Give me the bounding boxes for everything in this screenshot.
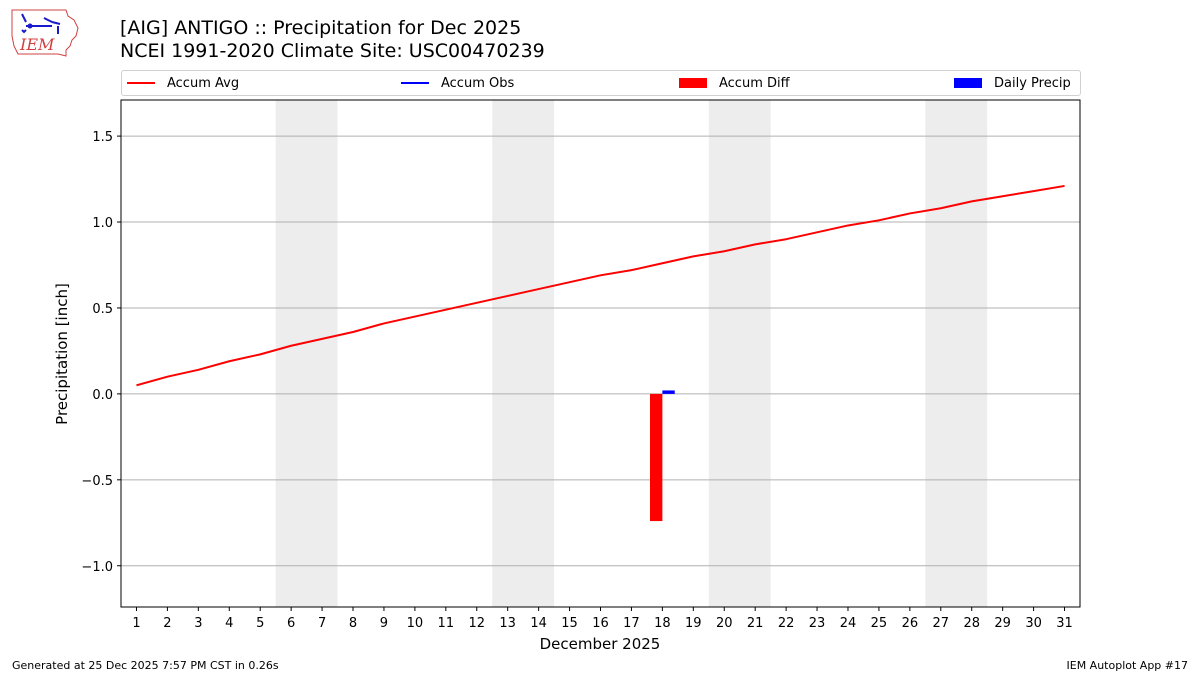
y-tick-label: 1.0	[92, 216, 113, 231]
x-tick-label: 25	[871, 616, 888, 631]
x-axis-label: December 2025	[540, 635, 661, 653]
daily-precip-bar	[662, 390, 675, 394]
x-tick-label: 7	[318, 616, 326, 631]
accum-avg-line	[136, 184, 1065, 387]
chart-title: [AIG] ANTIGO :: Precipitation for Dec 20…	[120, 17, 522, 39]
legend-item-accum-obs: Accum Obs	[401, 71, 514, 95]
y-axis: −1.0 −0.5 0.0 0.5 1.0 1.5	[81, 130, 121, 575]
x-tick-label: 12	[468, 616, 485, 631]
x-tick-label: 5	[256, 616, 264, 631]
legend-label: Accum Avg	[167, 75, 240, 91]
weekend-band	[925, 100, 988, 607]
x-tick-label: 2	[163, 616, 171, 631]
bar-series	[649, 390, 675, 522]
line-series	[136, 184, 1065, 387]
x-tick-label: 28	[963, 616, 980, 631]
legend-item-accum-diff: Accum Diff	[679, 71, 790, 95]
red-line-swatch-icon	[127, 82, 155, 84]
x-tick-label: 13	[499, 616, 516, 631]
red-patch-swatch-icon	[679, 78, 707, 88]
x-tick-label: 24	[840, 616, 857, 631]
accum-diff-bar	[649, 393, 663, 522]
weekend-band	[275, 100, 338, 607]
footer-app-id: IEM Autoplot App #17	[1066, 659, 1189, 672]
x-tick-label: 9	[380, 616, 388, 631]
legend-item-daily-precip: Daily Precip	[954, 71, 1071, 95]
legend-item-accum-avg: Accum Avg	[127, 71, 239, 95]
blue-line-swatch-icon	[401, 82, 429, 84]
x-tick-label: 23	[809, 616, 826, 631]
x-tick-label: 6	[287, 616, 295, 631]
chart-subtitle: NCEI 1991-2020 Climate Site: USC00470239	[120, 40, 545, 62]
legend-label: Accum Obs	[441, 75, 515, 91]
x-tick-label: 15	[561, 616, 578, 631]
x-axis: 1 2 3 4 5 6 7 8 9 10 11 12 13 14 15 16 17 18 19 20 21 22 23 24 2…	[132, 607, 1073, 631]
y-tick-label: 0.5	[92, 302, 113, 317]
legend-label: Daily Precip	[994, 75, 1071, 91]
x-tick-label: 27	[933, 616, 950, 631]
x-tick-label: 31	[1056, 616, 1073, 631]
x-tick-label: 20	[716, 616, 733, 631]
x-tick-label: 1	[132, 616, 140, 631]
y-tick-label: −0.5	[81, 474, 113, 489]
x-tick-label: 14	[530, 616, 547, 631]
chart-legend: Accum Avg Accum Obs Accum Diff Daily Pre…	[121, 70, 1081, 96]
weekend-band	[708, 100, 771, 607]
iem-logo: IEM	[11, 9, 79, 57]
y-axis-label: Precipitation [inch]	[53, 283, 71, 425]
svg-text:IEM: IEM	[19, 35, 55, 54]
y-gridlines	[121, 135, 1080, 567]
y-tick-label: 1.5	[92, 130, 113, 145]
y-tick-label: 0.0	[92, 388, 113, 403]
x-tick-label: 19	[685, 616, 702, 631]
x-tick-label: 17	[623, 616, 640, 631]
x-tick-label: 8	[349, 616, 357, 631]
x-tick-label: 22	[778, 616, 795, 631]
x-tick-label: 11	[438, 616, 455, 631]
weekend-shading	[275, 100, 988, 607]
x-tick-label: 18	[654, 616, 671, 631]
x-tick-label: 29	[994, 616, 1011, 631]
x-tick-label: 16	[592, 616, 609, 631]
x-tick-label: 4	[225, 616, 233, 631]
x-tick-label: 3	[194, 616, 202, 631]
x-tick-label: 10	[407, 616, 424, 631]
weekend-band	[492, 100, 555, 607]
y-tick-label: −1.0	[81, 560, 113, 575]
x-tick-label: 30	[1025, 616, 1042, 631]
legend-label: Accum Diff	[719, 75, 790, 91]
x-tick-label: 26	[902, 616, 919, 631]
blue-patch-swatch-icon	[954, 78, 982, 88]
footer-generated: Generated at 25 Dec 2025 7:57 PM CST in …	[12, 659, 279, 672]
x-tick-label: 21	[747, 616, 764, 631]
